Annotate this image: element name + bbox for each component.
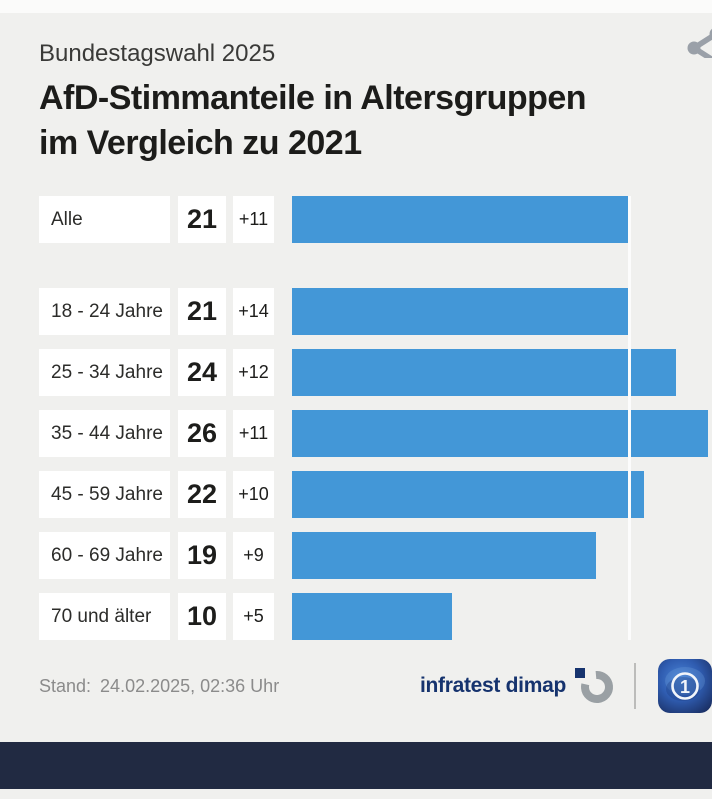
row-change: +11 <box>233 196 274 243</box>
bar <box>292 288 628 335</box>
footer: Stand: 24.02.2025, 02:36 Uhr infratest d… <box>39 659 712 713</box>
row-value: 19 <box>178 532 226 579</box>
bar-track <box>292 532 712 579</box>
bar <box>292 471 644 518</box>
row-value: 26 <box>178 410 226 457</box>
top-strip <box>0 0 712 13</box>
row-label: 18 - 24 Jahre <box>39 288 170 335</box>
share-icon <box>680 28 712 68</box>
row-value: 10 <box>178 593 226 640</box>
row-value: 22 <box>178 471 226 518</box>
row-label: 60 - 69 Jahre <box>39 532 170 579</box>
chart-kicker: Bundestagswahl 2025 <box>39 40 276 67</box>
chart-rows: Alle 21 +11 18 - 24 Jahre 21 +14 25 - 34… <box>39 196 712 654</box>
stand-timestamp: Stand: 24.02.2025, 02:36 Uhr <box>39 676 279 697</box>
bar-track <box>292 410 712 457</box>
page-title: AfD-Stimmanteile in Altersgruppen im Ver… <box>39 76 587 166</box>
share-button[interactable] <box>680 14 712 68</box>
ard-tagesschau-logo-icon: 1 <box>658 659 712 713</box>
chart-row-70-plus: 70 und älter 10 +5 <box>39 593 712 640</box>
row-label: 25 - 34 Jahre <box>39 349 170 396</box>
bar <box>292 593 452 640</box>
bar-track <box>292 349 712 396</box>
row-value: 21 <box>178 288 226 335</box>
row-label: 45 - 59 Jahre <box>39 471 170 518</box>
chart-row-35-44: 35 - 44 Jahre 26 +11 <box>39 410 712 457</box>
chart-row-45-59: 45 - 59 Jahre 22 +10 <box>39 471 712 518</box>
infratest-dimap-mark-icon <box>574 666 614 706</box>
row-label: 70 und älter <box>39 593 170 640</box>
bar <box>292 410 708 457</box>
title-line-1: AfD-Stimmanteile in Altersgruppen <box>39 79 587 117</box>
row-label: Alle <box>39 196 170 243</box>
reference-line <box>628 196 631 640</box>
infratest-dimap-logo: infratest dimap <box>420 666 614 706</box>
row-change: +9 <box>233 532 274 579</box>
infratest-dimap-wordmark: infratest dimap <box>419 674 566 697</box>
row-value: 21 <box>178 196 226 243</box>
row-change: +14 <box>233 288 274 335</box>
bar <box>292 532 596 579</box>
bar-track <box>292 288 712 335</box>
row-change: +5 <box>233 593 274 640</box>
stand-value: 24.02.2025, 02:36 Uhr <box>100 675 280 696</box>
bar <box>292 196 628 243</box>
footer-divider <box>634 663 636 709</box>
chart-row-alle: Alle 21 +11 <box>39 196 712 243</box>
footer-right: infratest dimap 1 <box>420 659 712 713</box>
row-change: +10 <box>233 471 274 518</box>
stand-label: Stand: <box>39 675 92 696</box>
chart-row-18-24: 18 - 24 Jahre 21 +14 <box>39 288 712 335</box>
row-label: 35 - 44 Jahre <box>39 410 170 457</box>
bottom-navy-bar <box>0 742 712 789</box>
bar-track <box>292 593 712 640</box>
svg-text:1: 1 <box>680 677 690 697</box>
chart-row-60-69: 60 - 69 Jahre 19 +9 <box>39 532 712 579</box>
bar-track <box>292 471 712 518</box>
bar-track <box>292 196 712 243</box>
bar <box>292 349 676 396</box>
row-change: +11 <box>233 410 274 457</box>
row-change: +12 <box>233 349 274 396</box>
title-line-2: im Vergleich zu 2021 <box>39 124 362 162</box>
chart-row-25-34: 25 - 34 Jahre 24 +12 <box>39 349 712 396</box>
row-value: 24 <box>178 349 226 396</box>
